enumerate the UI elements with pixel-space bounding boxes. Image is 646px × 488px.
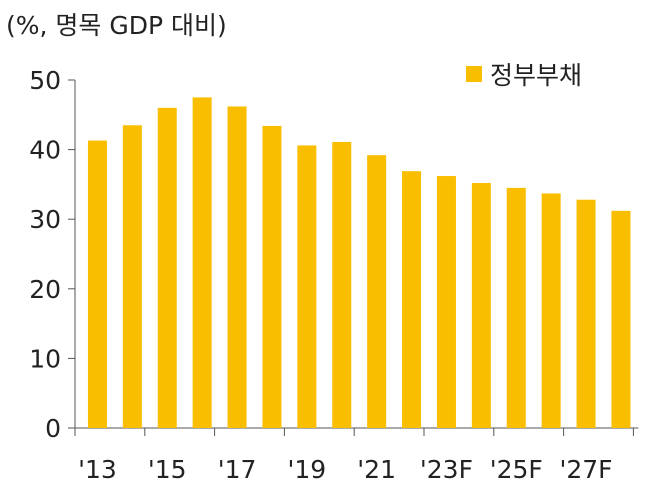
bar — [436, 176, 456, 428]
bar — [157, 107, 177, 428]
x-tick-label: '15 — [148, 455, 187, 484]
bar — [332, 141, 352, 428]
bar — [576, 199, 596, 428]
bar — [471, 183, 491, 428]
legend-label: 정부부채 — [490, 61, 583, 90]
unit-label: (%, 명목 GDP 대비) — [6, 11, 227, 40]
x-tick-label: '13 — [78, 455, 117, 484]
x-tick-label: '17 — [218, 455, 257, 484]
y-tick-label: 30 — [29, 205, 61, 234]
bar — [402, 171, 422, 428]
bar — [297, 145, 317, 428]
bar — [541, 193, 561, 428]
bar — [227, 106, 247, 428]
y-tick-label: 0 — [45, 414, 61, 443]
legend: 정부부채 — [466, 56, 582, 92]
y-tick-label: 10 — [29, 344, 61, 373]
x-tick-label: '21 — [357, 455, 396, 484]
bar — [506, 187, 526, 428]
y-tick-label: 50 — [29, 66, 61, 95]
bars — [87, 97, 631, 429]
legend-swatch — [466, 66, 482, 82]
bar — [122, 125, 142, 429]
y-axis: 0 10 20 30 40 50 — [29, 66, 76, 443]
y-tick-label: 20 — [29, 275, 61, 304]
x-tick-label: '23F — [420, 455, 473, 484]
x-tick-label: '25F — [490, 455, 543, 484]
y-tick-label: 40 — [29, 136, 61, 165]
bar — [367, 155, 387, 428]
x-tick-label: '27F — [560, 455, 613, 484]
x-axis: '13 '15 '17 '19 '21 '23F '25F '27F — [74, 427, 639, 484]
bar — [87, 140, 107, 428]
x-tick-label: '19 — [288, 455, 327, 484]
bar — [611, 210, 631, 428]
bar — [192, 97, 212, 429]
bar — [262, 125, 282, 428]
